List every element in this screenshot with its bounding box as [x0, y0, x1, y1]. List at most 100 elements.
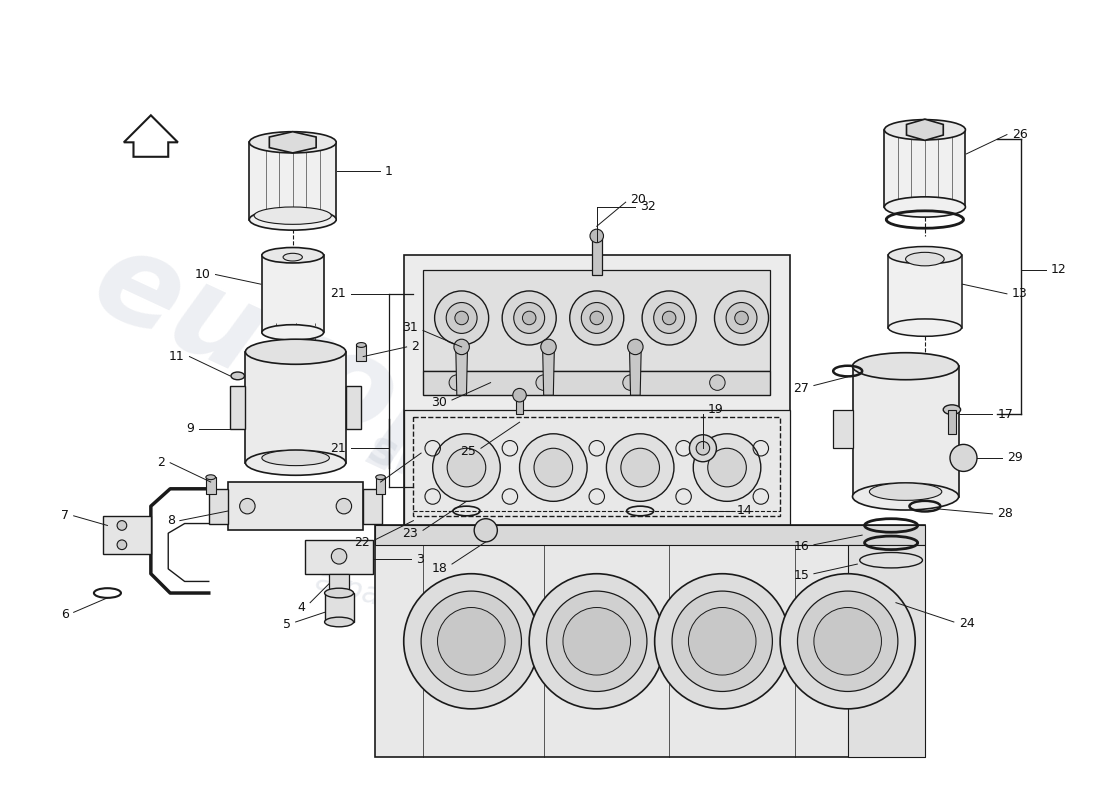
Ellipse shape [324, 617, 353, 627]
Text: 1: 1 [384, 165, 393, 178]
Ellipse shape [283, 254, 302, 261]
Circle shape [447, 302, 477, 334]
Circle shape [689, 607, 756, 675]
Polygon shape [345, 386, 361, 429]
Polygon shape [102, 516, 151, 554]
Text: 3: 3 [416, 553, 425, 566]
Circle shape [534, 448, 573, 487]
Polygon shape [592, 236, 602, 274]
Text: 29: 29 [1006, 451, 1023, 465]
Text: 27: 27 [793, 382, 810, 395]
Text: 2: 2 [411, 341, 419, 354]
Ellipse shape [250, 132, 337, 153]
Circle shape [513, 389, 526, 402]
Text: 10: 10 [195, 268, 211, 281]
Text: 14: 14 [737, 505, 752, 518]
Circle shape [331, 549, 346, 564]
Polygon shape [329, 574, 349, 593]
Circle shape [454, 339, 470, 354]
Polygon shape [250, 142, 337, 219]
Text: europarts: europarts [75, 218, 752, 620]
Text: 25: 25 [460, 445, 476, 458]
Circle shape [529, 574, 664, 709]
Polygon shape [833, 410, 853, 448]
Text: 23: 23 [403, 526, 418, 540]
Polygon shape [424, 371, 770, 395]
Polygon shape [306, 540, 373, 574]
Polygon shape [206, 478, 216, 494]
Polygon shape [262, 255, 323, 333]
Polygon shape [516, 395, 524, 414]
Polygon shape [209, 489, 228, 523]
Polygon shape [884, 130, 966, 207]
Circle shape [563, 607, 630, 675]
Text: 5: 5 [283, 618, 290, 631]
Text: 16: 16 [793, 540, 810, 553]
Circle shape [421, 591, 521, 691]
Circle shape [814, 607, 881, 675]
Circle shape [438, 607, 505, 675]
Circle shape [455, 311, 469, 325]
Polygon shape [230, 386, 245, 429]
Circle shape [590, 311, 604, 325]
Ellipse shape [231, 372, 244, 380]
Text: 30: 30 [431, 396, 448, 410]
Text: 8: 8 [167, 514, 175, 527]
Circle shape [337, 498, 352, 514]
Polygon shape [906, 119, 944, 140]
Circle shape [693, 434, 761, 502]
Circle shape [710, 375, 725, 390]
Ellipse shape [329, 590, 349, 597]
Polygon shape [270, 132, 316, 153]
Ellipse shape [245, 450, 345, 475]
Polygon shape [363, 489, 383, 523]
Circle shape [117, 521, 126, 530]
Circle shape [726, 302, 757, 334]
Circle shape [547, 591, 647, 691]
Polygon shape [228, 482, 363, 530]
Text: a passion for performance: a passion for performance [312, 566, 708, 698]
Polygon shape [455, 352, 468, 395]
Polygon shape [124, 115, 178, 157]
Ellipse shape [884, 197, 966, 217]
Text: 28: 28 [998, 507, 1013, 520]
Circle shape [654, 574, 790, 709]
Text: 21: 21 [330, 442, 345, 454]
Ellipse shape [852, 353, 959, 380]
Circle shape [662, 311, 675, 325]
Circle shape [780, 574, 915, 709]
Ellipse shape [262, 325, 323, 340]
Circle shape [117, 540, 126, 550]
Circle shape [503, 291, 557, 345]
Polygon shape [404, 410, 790, 526]
Polygon shape [404, 255, 790, 526]
Text: 26: 26 [1012, 128, 1027, 141]
Circle shape [590, 229, 604, 242]
Text: 31: 31 [403, 321, 418, 334]
Ellipse shape [206, 474, 216, 480]
Ellipse shape [245, 339, 345, 364]
Circle shape [690, 434, 716, 462]
Polygon shape [375, 526, 925, 757]
Circle shape [434, 291, 488, 345]
Circle shape [581, 302, 613, 334]
Circle shape [449, 375, 464, 390]
Circle shape [448, 448, 486, 487]
Polygon shape [848, 545, 925, 757]
Text: 4: 4 [297, 601, 306, 614]
Ellipse shape [884, 120, 966, 140]
Circle shape [519, 434, 587, 502]
Polygon shape [888, 255, 961, 328]
Text: 18: 18 [431, 562, 448, 575]
Circle shape [950, 444, 977, 471]
Text: 13: 13 [1012, 287, 1027, 300]
Ellipse shape [888, 246, 961, 264]
Text: 11: 11 [169, 350, 185, 363]
Polygon shape [376, 478, 385, 494]
Text: 21: 21 [330, 287, 345, 300]
Text: 24: 24 [959, 618, 975, 630]
Polygon shape [948, 410, 956, 434]
Circle shape [707, 448, 746, 487]
Circle shape [240, 498, 255, 514]
Ellipse shape [250, 209, 337, 230]
